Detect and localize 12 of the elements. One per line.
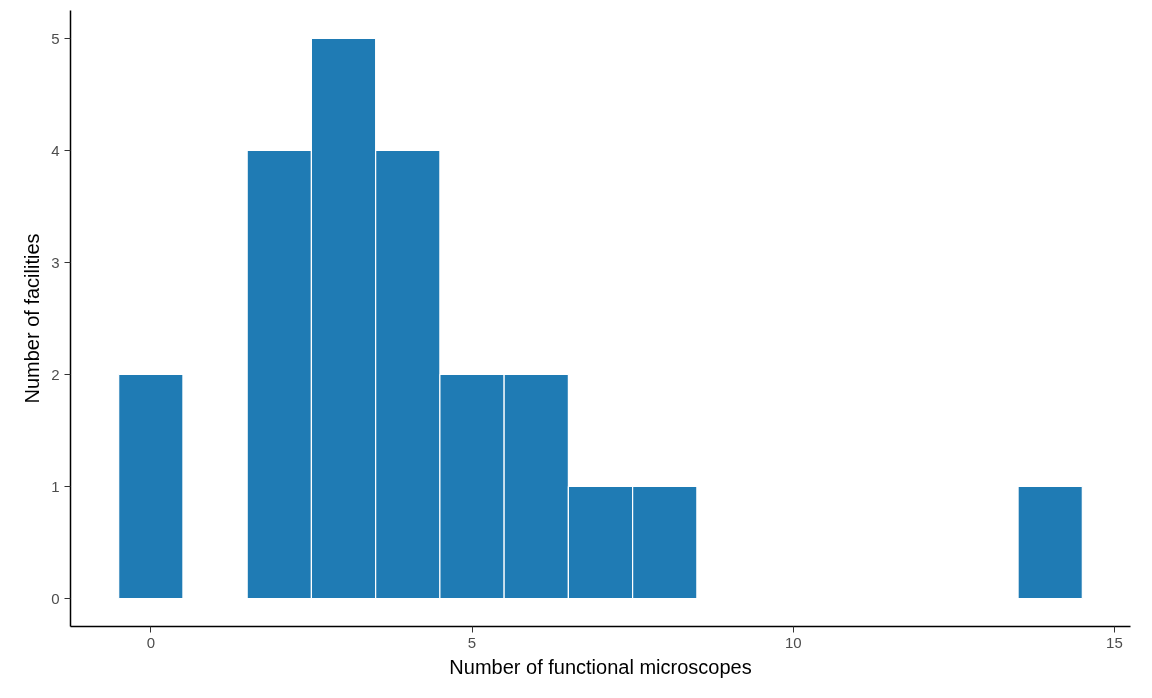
y-tick-label: 3 (51, 253, 60, 271)
x-tick-label: 10 (784, 633, 802, 651)
y-tick-label: 1 (51, 477, 60, 495)
x-tick-label: 5 (467, 633, 477, 651)
x-tick-label: 15 (1106, 633, 1123, 651)
y-tick-label: 5 (51, 29, 60, 47)
x-tick-label: 0 (146, 633, 155, 651)
y-tick-label: 4 (51, 141, 60, 159)
x-axis-title: Number of functional microscopes (449, 655, 752, 678)
y-axis-title: Number of facilities (21, 233, 44, 404)
y-tick-label: 0 (51, 589, 60, 607)
y-tick-label: 2 (51, 365, 60, 383)
